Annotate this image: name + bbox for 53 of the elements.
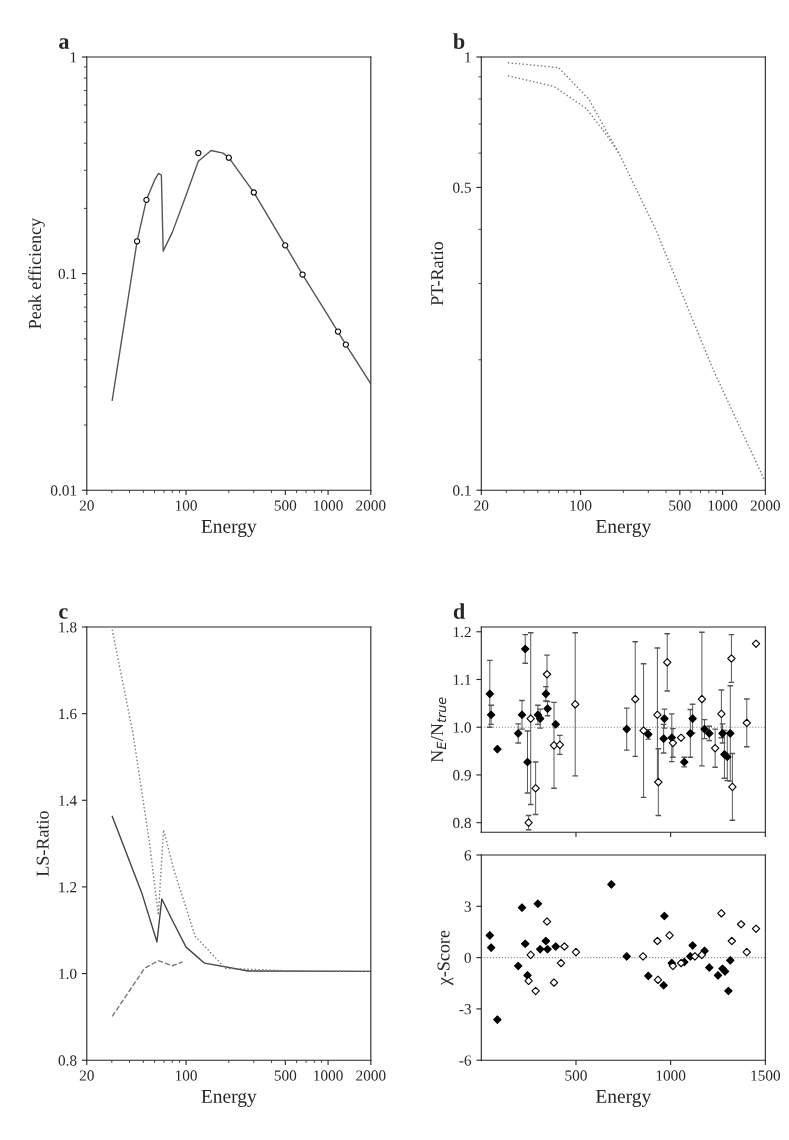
- x-axis-title: Energy: [595, 520, 652, 537]
- x-tick-label: 20: [474, 500, 489, 511]
- y-tick-label: 0.8: [58, 1055, 77, 1066]
- y-tick-label: -6: [459, 1055, 472, 1066]
- y-tick-label: 1.0: [59, 968, 77, 980]
- y-tick-label: 0.1: [58, 268, 77, 280]
- y-tick-label: 1.8: [59, 622, 77, 633]
- y-tick-label: 1.2: [59, 882, 77, 893]
- x-tick-label: 500: [274, 500, 297, 511]
- y-tick-label: 1.6: [59, 708, 77, 720]
- y-tick-label: 0.9: [453, 770, 471, 781]
- y-tick-label: 1: [70, 52, 77, 63]
- x-tick-label: 1000: [314, 1070, 343, 1081]
- y-tick-label: 6: [464, 850, 472, 861]
- x-tick-label: 20: [79, 1070, 94, 1081]
- x-tick-label: 2000: [750, 500, 781, 511]
- x-tick-label: 2000: [356, 500, 386, 511]
- x-tick-label: 500: [274, 1070, 297, 1081]
- x-tick-label: 20: [79, 500, 94, 511]
- chart-title: a: [59, 38, 70, 49]
- x-tick-label: 1000: [708, 500, 738, 511]
- x-axis-title: Energy: [201, 1090, 257, 1107]
- y-tick-label: 0.01: [50, 485, 77, 496]
- chart-title: b: [453, 33, 465, 49]
- y-tick-label: 1.0: [453, 722, 471, 733]
- chart-title: d: [453, 603, 465, 619]
- x-tick-label: 1000: [656, 1070, 686, 1081]
- y-axis-title: Peak efficiency: [28, 217, 45, 329]
- y-axis-title: χ-Score: [437, 930, 454, 986]
- y-tick-label: 1.4: [59, 795, 77, 806]
- y-axis-title: N$_{E}$/N$_{true}$: [431, 697, 447, 763]
- x-tick-label: 1500: [751, 1070, 781, 1081]
- y-tick-label: 1: [465, 52, 471, 63]
- y-tick-label: 3: [464, 901, 471, 912]
- chart-title: c: [59, 608, 68, 619]
- y-axis-title: LS-Ratio: [36, 811, 49, 877]
- x-tick-label: 2000: [356, 1070, 386, 1081]
- y-tick-label: 0.8: [453, 817, 471, 829]
- x-tick-label: 1000: [314, 500, 343, 511]
- x-tick-label: 100: [175, 500, 197, 511]
- y-tick-label: -3: [459, 1004, 471, 1015]
- x-axis-title: Energy: [201, 520, 257, 537]
- y-tick-label: 0.1: [453, 485, 471, 496]
- y-tick-label: 1.1: [453, 674, 471, 686]
- x-tick-label: 500: [565, 1070, 587, 1081]
- y-axis-title: PT-Ratio: [431, 242, 444, 306]
- y-tick-label: 0: [464, 952, 471, 964]
- x-tick-label: 100: [570, 500, 592, 511]
- x-tick-label: 100: [175, 1070, 197, 1081]
- y-tick-label: 1.2: [453, 626, 471, 638]
- x-axis-title: Energy: [595, 1090, 652, 1107]
- y-tick-label: 0.5: [453, 182, 471, 193]
- x-tick-label: 500: [669, 500, 691, 511]
